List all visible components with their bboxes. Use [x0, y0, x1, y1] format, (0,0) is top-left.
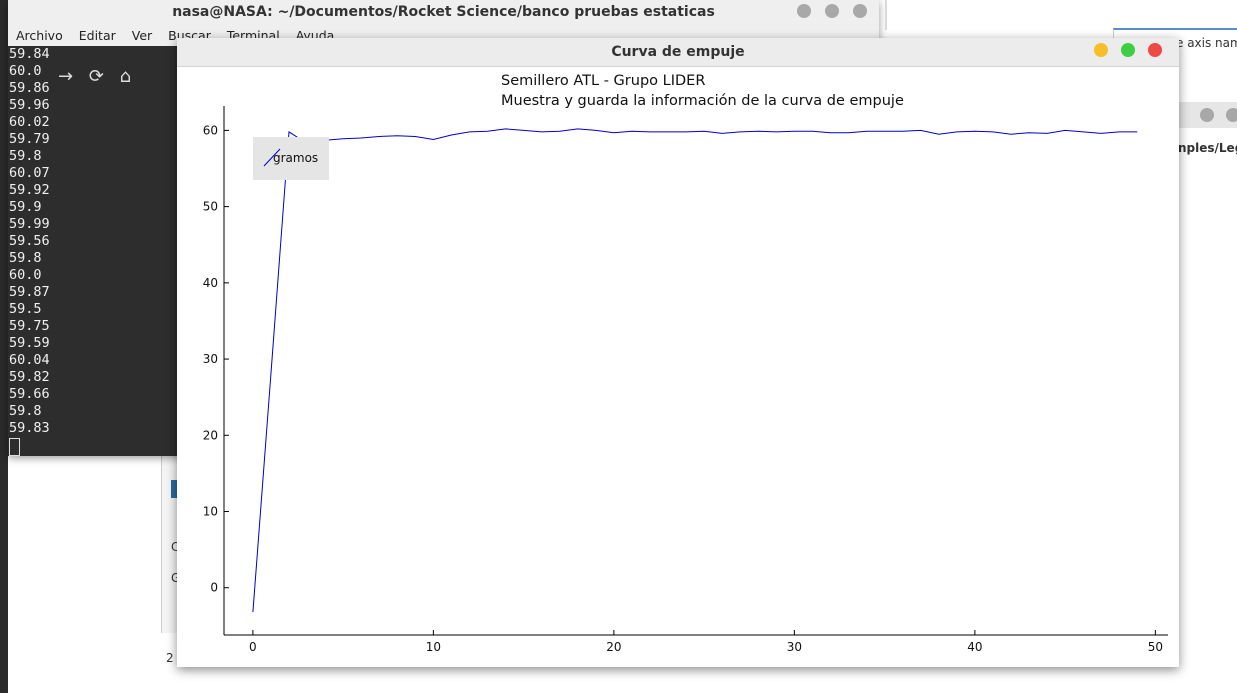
plot-header-line-1: Semillero ATL - Grupo LIDER [501, 73, 706, 89]
browser-text-2: 2 [166, 651, 174, 665]
menu-editar[interactable]: Editar [78, 28, 116, 43]
right-window-button[interactable] [1200, 108, 1214, 122]
x-tick-label: 0 [249, 640, 257, 654]
terminal-titlebar[interactable]: nasa@NASA: ~/Documentos/Rocket Science/b… [8, 0, 879, 27]
y-tick-label: 30 [203, 352, 218, 366]
menu-archivo[interactable]: Archivo [16, 28, 63, 43]
terminal-line: 59.56 [9, 233, 50, 249]
terminal-line: 60.0 [9, 267, 42, 283]
terminal-line: 59.83 [9, 420, 50, 436]
browser-text-c: C [171, 540, 180, 554]
chart-legend [253, 137, 329, 180]
x-tick-label: 30 [787, 640, 802, 654]
y-tick-label: 10 [203, 505, 218, 519]
plot-window-titlebar[interactable]: Curva de empuje [177, 38, 1179, 67]
desktop-left-strip [0, 0, 8, 693]
terminal-line: 59.5 [9, 301, 42, 317]
y-tick-label: 50 [203, 200, 218, 214]
terminal-cursor [9, 438, 20, 456]
y-tick-label: 20 [203, 428, 218, 442]
y-tick-label: 40 [203, 276, 218, 290]
terminal-line: 60.02 [9, 114, 50, 130]
terminal-line: 59.92 [9, 182, 50, 198]
terminal-line: 59.66 [9, 386, 50, 402]
legend-swatch [263, 148, 281, 167]
browser-nav-icons: → ⟳ ⌂ [58, 66, 131, 87]
right-window-text: e axis nam [1176, 36, 1237, 50]
maximize-button[interactable] [1121, 43, 1135, 57]
terminal-line: 60.0 [9, 63, 42, 79]
terminal-line: 59.8 [9, 403, 42, 419]
reload-icon[interactable]: ⟳ [88, 66, 104, 87]
x-tick-label: 40 [967, 640, 982, 654]
terminal-line: 59.8 [9, 250, 42, 266]
right-window-titlebar[interactable] [1178, 102, 1237, 128]
terminal-line: 59.79 [9, 131, 50, 147]
home-icon[interactable]: ⌂ [119, 66, 132, 87]
plot-header-line-2: Muestra y guarda la información de la cu… [501, 93, 904, 109]
terminal-line: 59.8 [9, 148, 42, 164]
y-tick-label: 60 [203, 123, 218, 137]
terminal-line: 59.96 [9, 97, 50, 113]
terminal-title: nasa@NASA: ~/Documentos/Rocket Science/b… [172, 4, 715, 20]
terminal-line: 59.9 [9, 199, 42, 215]
menu-ver[interactable]: Ver [131, 28, 153, 43]
terminal-line: 59.75 [9, 318, 50, 334]
terminal-minimize-button[interactable] [797, 4, 811, 18]
x-tick-label: 10 [426, 640, 441, 654]
forward-arrow-icon[interactable]: → [58, 66, 74, 87]
y-tick-label: 0 [210, 581, 218, 595]
close-button[interactable] [1148, 43, 1162, 57]
minimize-button[interactable] [1094, 43, 1108, 57]
terminal-prompt [8, 437, 168, 456]
series-line-gramos [252, 128, 1138, 613]
terminal-line: 59.99 [9, 216, 50, 232]
terminal-maximize-button[interactable] [825, 4, 839, 18]
terminal-line: 59.87 [9, 284, 50, 300]
terminal-line: 60.07 [9, 165, 50, 181]
right-window-path-text: nples/Lege [1178, 141, 1237, 155]
terminal-line: 59.82 [9, 369, 50, 385]
thrust-chart: 0 10 20 30 40 50 0 10 20 30 40 50 60 [203, 106, 1168, 654]
terminal-line: 60.04 [9, 352, 50, 368]
terminal-close-button[interactable] [853, 4, 867, 18]
browser-blue-element [171, 480, 179, 498]
terminal-line: 59.86 [9, 80, 50, 96]
terminal-line: 59.84 [9, 46, 50, 62]
background-window-right-mid[interactable] [1178, 102, 1237, 632]
terminal-output[interactable]: 59.84 60.0 59.86 59.96 60.02 59.79 59.8 60.07 59… [8, 46, 168, 456]
window-separator [885, 0, 887, 30]
legend-label: gramos [273, 151, 319, 165]
terminal-window-controls [797, 4, 867, 18]
plot-window[interactable]: Curva de empuje Semillero ATL - Grupo LI… [177, 38, 1179, 667]
x-tick-label: 20 [606, 640, 621, 654]
plot-window-title: Curva de empuje [611, 44, 745, 60]
terminal-line: 59.59 [9, 335, 50, 351]
right-window-button[interactable] [1226, 108, 1237, 122]
x-tick-label: 50 [1148, 640, 1163, 654]
browser-text-g: G [171, 571, 181, 585]
